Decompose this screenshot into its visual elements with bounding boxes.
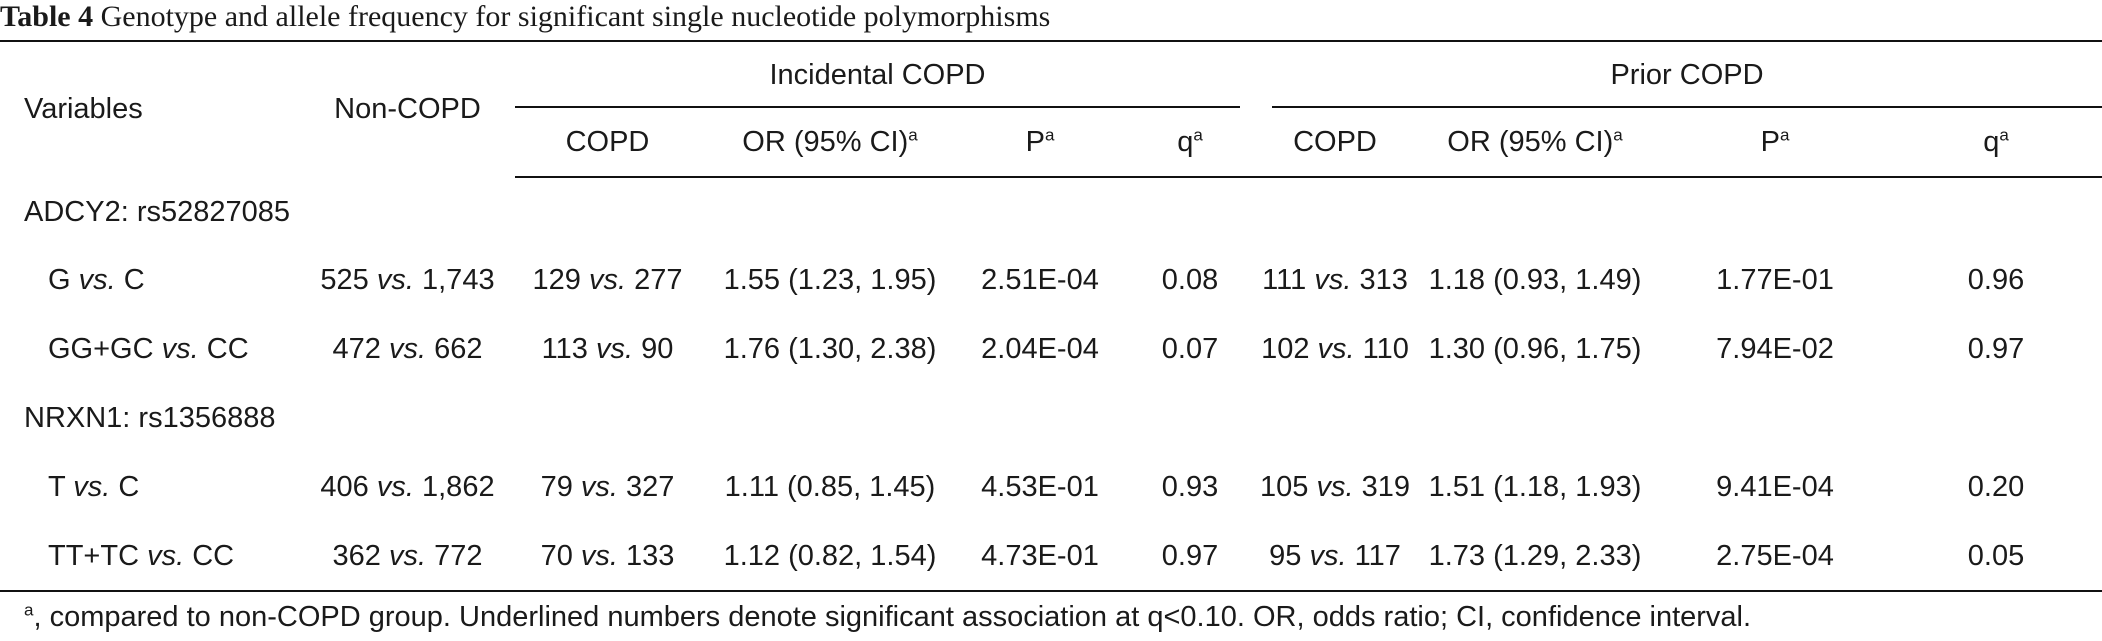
pri-p-cell: 7.94E-02: [1716, 333, 1834, 365]
footnote-mark: a: [24, 600, 34, 620]
non-copd-cell: 472 vs. 662: [332, 333, 483, 365]
header-pri-q: qa: [1890, 108, 2102, 178]
pri-q-cell: 0.05: [1967, 539, 2025, 572]
inc-or-cell: 1.76 (1.30, 2.38): [723, 333, 937, 365]
pri-copd-cell: 102 vs. 110: [1261, 333, 1409, 365]
pri-p-cell: 2.75E-04: [1716, 539, 1834, 572]
inc-q-cell: 0.93: [1161, 471, 1219, 503]
pri-or-cell: 1.18 (0.93, 1.49): [1428, 264, 1642, 296]
table-row: GG+GC vs. CC 472 vs. 662 113 vs. 90 1.76 (1…: [0, 315, 2102, 384]
group-row: ADCY2: rs52827085: [0, 177, 2102, 246]
inc-q-cell: 0.97: [1161, 539, 1219, 572]
pri-copd-cell: 105 vs. 319: [1260, 471, 1410, 503]
table-caption-label: Table 4: [0, 0, 94, 33]
group-name: ADCY2: rs52827085: [24, 195, 290, 228]
non-copd-cell: 525 vs. 1,743: [320, 264, 495, 296]
header-incidental-group-cell: Incidental COPD: [515, 41, 1260, 108]
pri-copd-cell: 111 vs. 313: [1262, 264, 1408, 296]
pri-or-cell: 1.73 (1.29, 2.33): [1428, 539, 1642, 572]
non-copd-cell: 362 vs. 772: [332, 539, 483, 572]
inc-copd-cell: 70 vs. 133: [540, 539, 675, 572]
pri-p-cell: 1.77E-01: [1716, 264, 1834, 296]
table-footnote: a, compared to non-COPD group. Underline…: [24, 600, 2094, 634]
inc-q-cell: 0.08: [1161, 264, 1219, 296]
variable-cell: G vs. C: [48, 264, 145, 296]
inc-or-cell: 1.55 (1.23, 1.95): [723, 264, 937, 296]
table-row: TT+TC vs. CC 362 vs. 772 70 vs. 133 1.12 (0…: [0, 522, 2102, 591]
inc-p-cell: 2.51E-04: [981, 264, 1099, 296]
header-pri-p: Pa: [1660, 108, 1890, 178]
inc-or-cell: 1.12 (0.82, 1.54): [723, 539, 937, 572]
table-caption-text: Genotype and allele frequency for signif…: [100, 0, 1051, 33]
pri-p-cell: 9.41E-04: [1716, 471, 1834, 503]
header-inc-copd: COPD: [515, 108, 700, 178]
header-inc-q: qa: [1120, 108, 1260, 178]
header-prior-group: Prior COPD: [1272, 42, 2102, 108]
header-prior-group-cell: Prior COPD: [1260, 41, 2102, 108]
group-row: NRXN1: rs1356888: [0, 384, 2102, 453]
header-inc-p: Pa: [960, 108, 1120, 178]
header-variables: Variables: [24, 93, 143, 125]
inc-p-cell: 2.04E-04: [981, 333, 1099, 365]
inc-copd-cell: 113 vs. 90: [541, 333, 674, 365]
inc-or-cell: 1.11 (0.85, 1.45): [724, 471, 936, 503]
header-pri-or: OR (95% CI)a: [1410, 108, 1660, 178]
pri-copd-cell: 95 vs. 117: [1269, 539, 1401, 572]
inc-p-cell: 4.73E-01: [981, 539, 1099, 572]
table-row: G vs. C 525 vs. 1,743 129 vs. 277 1.55 (1.2…: [0, 246, 2102, 315]
group-name: NRXN1: rs1356888: [24, 402, 276, 434]
pri-q-cell: 0.20: [1967, 471, 2025, 503]
pri-or-cell: 1.51 (1.18, 1.93): [1428, 471, 1642, 503]
pri-or-cell: 1.30 (0.96, 1.75): [1428, 333, 1642, 365]
header-incidental-group: Incidental COPD: [515, 42, 1240, 108]
variable-cell: T vs. C: [48, 471, 140, 503]
inc-copd-cell: 79 vs. 327: [540, 471, 675, 503]
pri-q-cell: 0.96: [1967, 264, 2025, 296]
inc-p-cell: 4.53E-01: [981, 471, 1099, 503]
table-row: T vs. C 406 vs. 1,862 79 vs. 327 1.11 (0.85…: [0, 453, 2102, 522]
genotype-table: Variables Non-COPD Incidental COPD Prior…: [0, 40, 2102, 592]
variable-cell: TT+TC vs. CC: [48, 539, 235, 572]
non-copd-cell: 406 vs. 1,862: [320, 471, 495, 503]
inc-q-cell: 0.07: [1161, 333, 1219, 365]
header-inc-or: OR (95% CI)a: [700, 108, 960, 178]
table-caption: Table 4 Genotype and allele frequency fo…: [0, 0, 2102, 38]
pri-q-cell: 0.97: [1967, 333, 2025, 365]
inc-copd-cell: 129 vs. 277: [532, 264, 683, 296]
variable-cell: GG+GC vs. CC: [48, 333, 249, 365]
footnote-text: , compared to non-COPD group. Underlined…: [33, 601, 1752, 633]
header-pri-copd: COPD: [1260, 108, 1410, 178]
header-non-copd: Non-COPD: [334, 93, 481, 125]
